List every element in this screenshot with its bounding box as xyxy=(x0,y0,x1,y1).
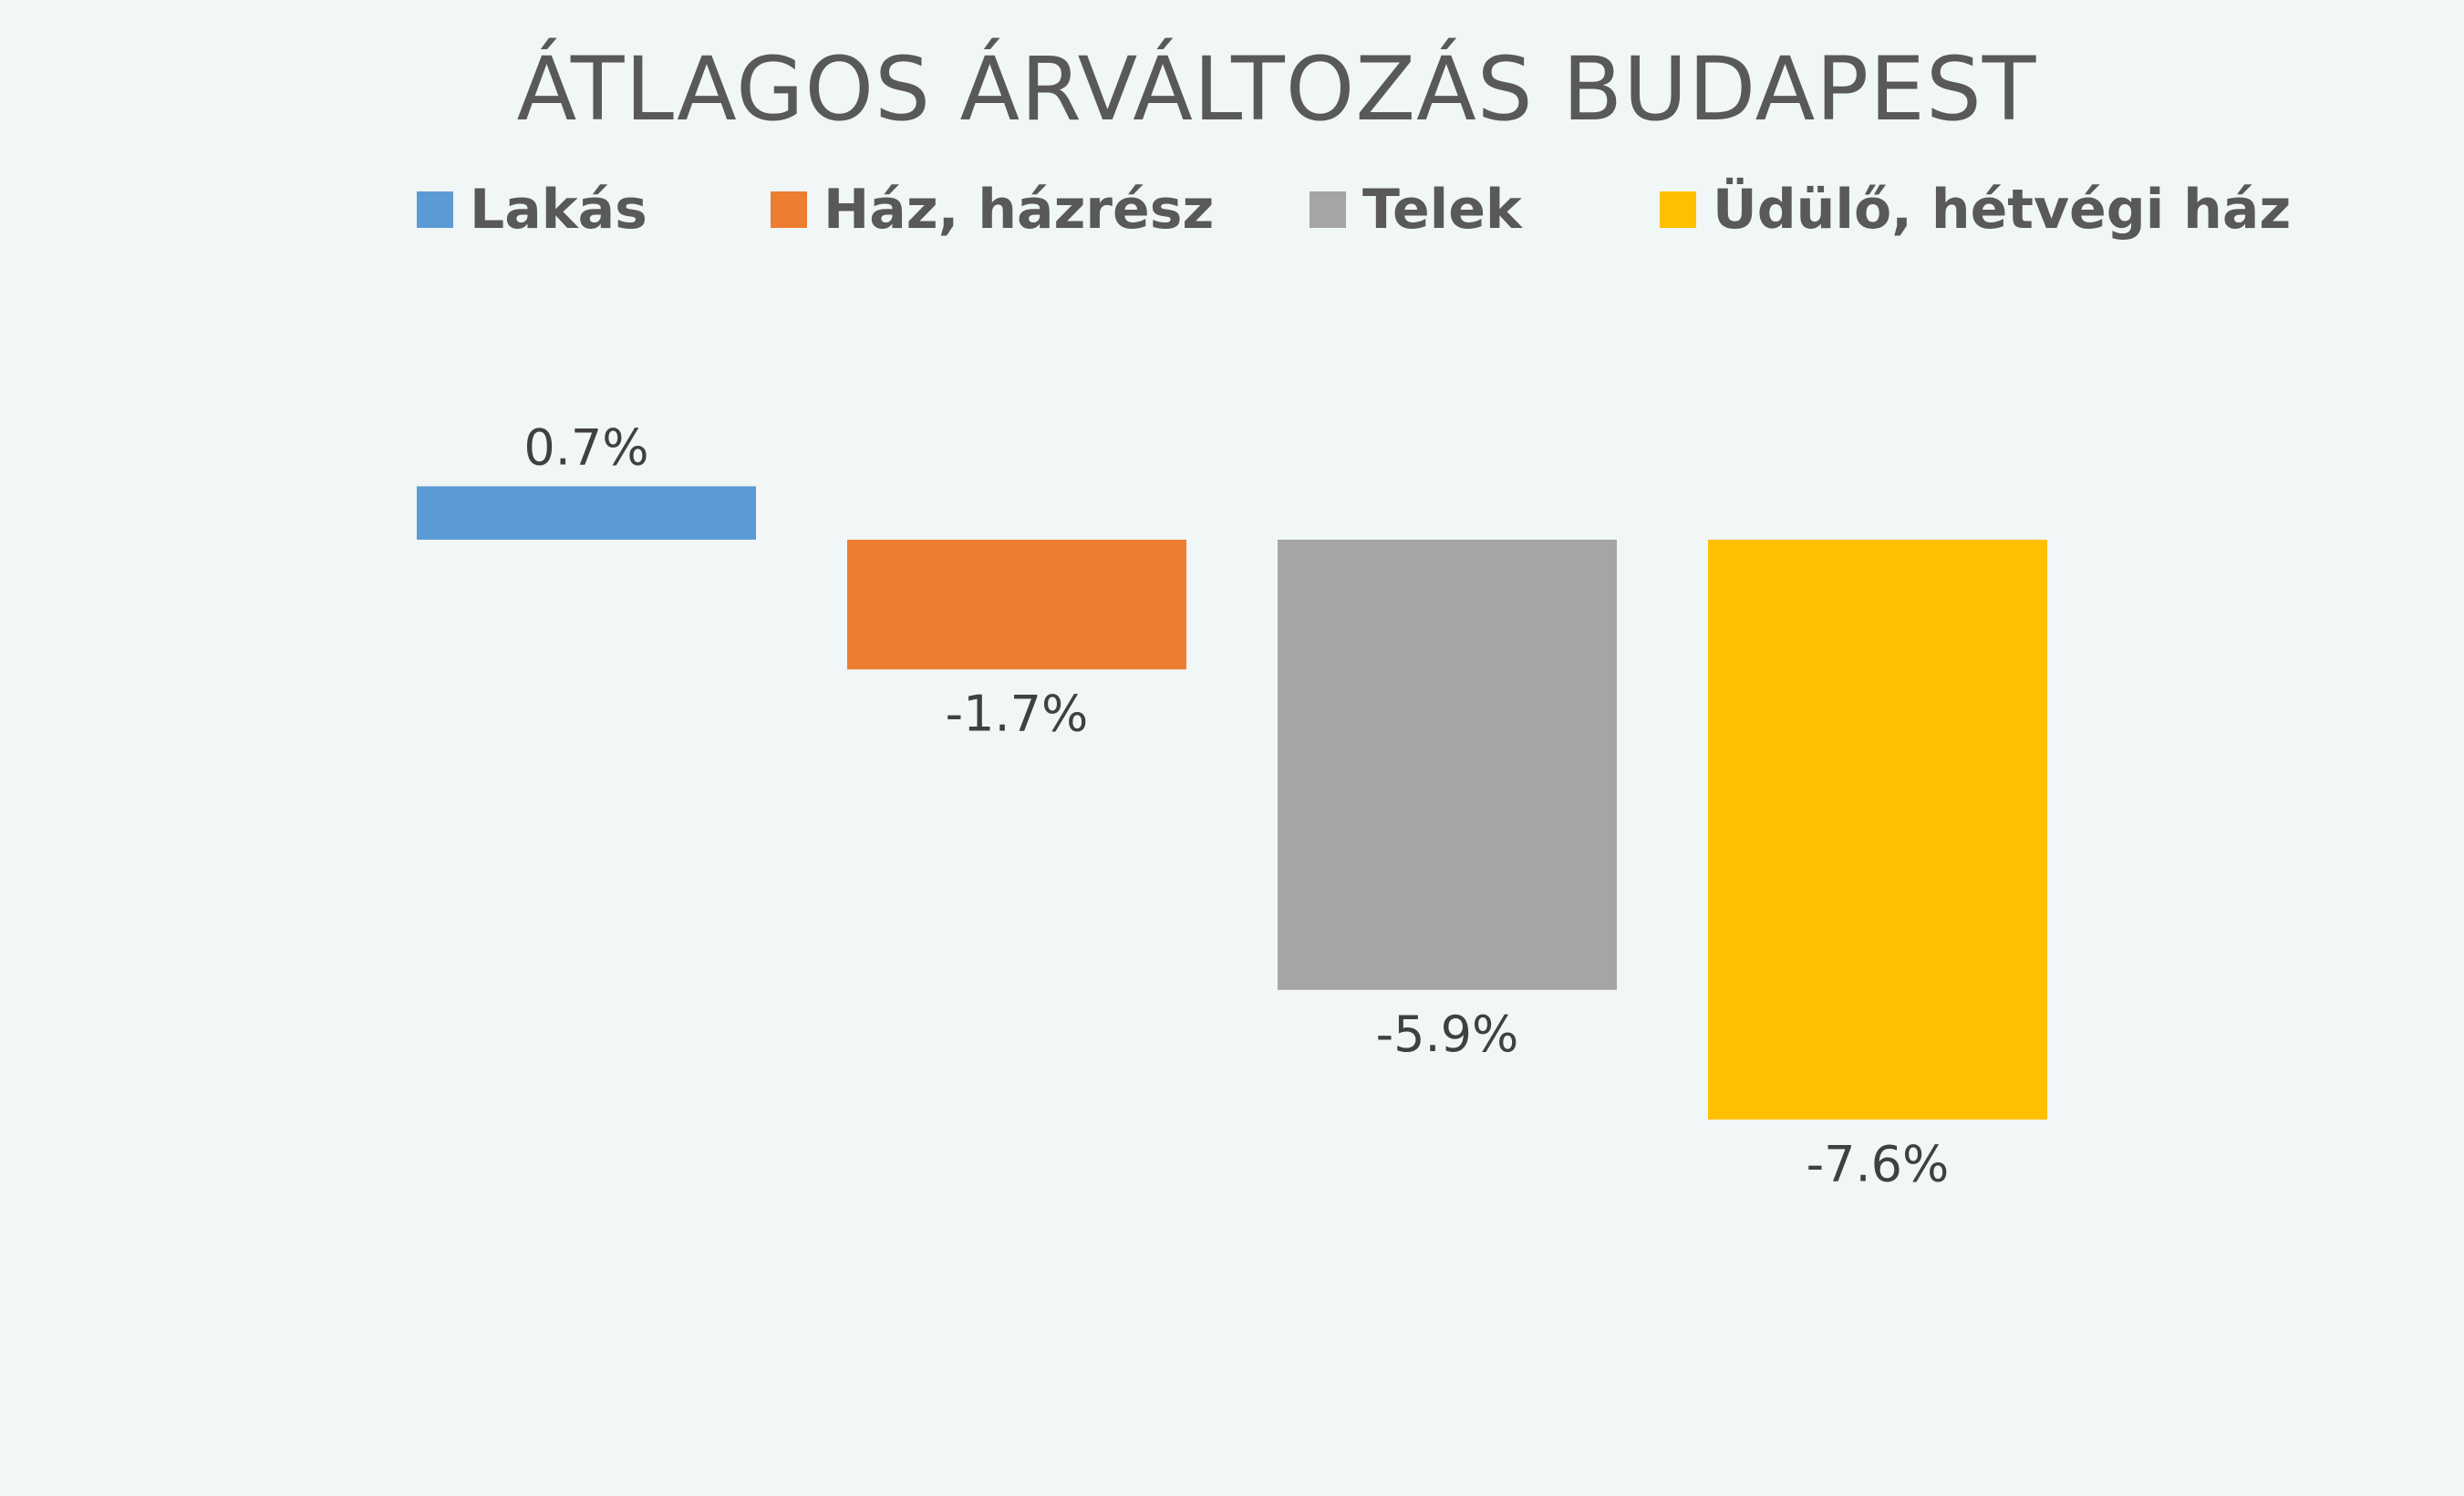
legend-swatch-lakas xyxy=(417,191,453,228)
data-label-3: -5.9% xyxy=(1376,1006,1519,1063)
legend-item-udulo: Üdülő, hétvégi ház xyxy=(1660,173,2291,246)
legend-item-lakas: Lakás xyxy=(417,173,647,246)
bar-3 xyxy=(1278,540,1617,990)
legend-label-telek: Telek xyxy=(1362,178,1522,242)
data-label-1: 0.7% xyxy=(523,418,648,476)
legend-label-lakas: Lakás xyxy=(470,178,647,242)
data-label-2: -1.7% xyxy=(946,685,1089,742)
legend-swatch-haz xyxy=(771,191,807,228)
bar-2 xyxy=(847,540,1186,670)
bar-4 xyxy=(1708,540,2047,1120)
legend-swatch-telek xyxy=(1310,191,1346,228)
legend-item-telek: Telek xyxy=(1310,173,1522,246)
legend-item-haz: Ház, házrész xyxy=(771,173,1214,246)
chart-title: ÁTLAGOS ÁRVÁLTOZÁS BUDAPEST xyxy=(516,38,2037,140)
legend-label-haz: Ház, házrész xyxy=(823,178,1215,242)
data-label-4: -7.6% xyxy=(1807,1135,1950,1192)
bar-1 xyxy=(417,486,756,540)
legend-label-udulo: Üdülő, hétvégi ház xyxy=(1713,178,2292,242)
legend-swatch-udulo xyxy=(1660,191,1696,228)
legend: Lakás Ház, házrész Telek Üdülő, hétvégi … xyxy=(0,173,2464,246)
